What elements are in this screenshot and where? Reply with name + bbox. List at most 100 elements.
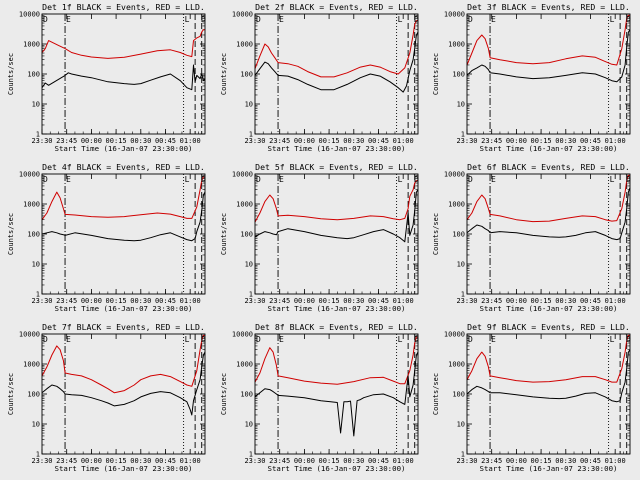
x-tick-label: 00:30 [343, 297, 364, 305]
marker-label: D [201, 15, 206, 24]
marker-label: D [43, 175, 48, 184]
x-tick-label: 00:00 [81, 137, 102, 145]
marker-label: E [491, 175, 496, 184]
chart-title: Det 6f BLACK = Events, RED = LLD. [467, 162, 630, 172]
x-tick-label: 00:00 [81, 457, 102, 465]
x-axis-label: Start Time (16-Jan-07 23:30:00) [268, 304, 406, 313]
y-tick-label: 1000 [236, 361, 253, 369]
x-tick-label: 23:30 [31, 297, 52, 305]
x-axis-label: Start Time (16-Jan-07 23:30:00) [480, 304, 618, 313]
x-tick-label: 23:45 [481, 457, 502, 465]
x-tick-label: 23:45 [269, 457, 290, 465]
plot-frame [41, 333, 206, 455]
plot-frame [466, 173, 631, 295]
y-tick-label: 10 [457, 101, 465, 109]
x-axis-label: Start Time (16-Jan-07 23:30:00) [480, 144, 618, 153]
chart-title: Det 3f BLACK = Events, RED = LLD. [467, 2, 630, 12]
marker-label: E [279, 335, 284, 344]
y-axis-label: Counts/sec [432, 53, 440, 95]
y-tick-label: 1 [36, 131, 40, 139]
marker-label: D [468, 175, 473, 184]
series-line-lld [466, 14, 630, 66]
series-line-lld [41, 29, 205, 59]
chart-panel-4: Det 4f BLACK = Events, RED = LLD. Counts/… [7, 162, 206, 313]
x-axis-label: Start Time (16-Jan-07 23:30:00) [268, 144, 406, 153]
marker-label: E [491, 15, 496, 24]
y-tick-label: 1 [249, 131, 253, 139]
chart-title: Det 4f BLACK = Events, RED = LLD. [42, 162, 205, 172]
chart-panel-3: Det 3f BLACK = Events, RED = LLD. Counts/… [432, 2, 631, 153]
x-tick-label: 00:15 [531, 297, 552, 305]
marker-label: L [398, 15, 403, 24]
marker-label: D [414, 175, 419, 184]
y-axis-label: Counts/sec [7, 53, 15, 95]
y-tick-label: 10000 [232, 331, 253, 339]
chart-panel-5: Det 5f BLACK = Events, RED = LLD. Counts/… [220, 162, 419, 313]
x-tick-label: 23:30 [244, 137, 265, 145]
x-tick-label: 00:30 [555, 137, 576, 145]
series-line-lld [41, 176, 205, 220]
x-tick-label: 00:45 [155, 137, 176, 145]
series-line-lld [466, 174, 630, 223]
chart-panel-8: Det 8f BLACK = Events, RED = LLD. Counts/… [220, 322, 419, 473]
x-tick-label: 00:45 [580, 457, 601, 465]
x-tick-label: 00:00 [294, 137, 315, 145]
x-axis-label: Start Time (16-Jan-07 23:30:00) [55, 304, 193, 313]
x-tick-label: 00:30 [130, 457, 151, 465]
y-tick-label: 100 [27, 231, 40, 239]
x-tick-label: 00:30 [555, 297, 576, 305]
x-tick-label: 23:30 [31, 457, 52, 465]
y-tick-label: 1000 [236, 201, 253, 209]
marker-label: L [610, 15, 615, 24]
y-tick-label: 10 [32, 261, 40, 269]
marker-label: D [626, 175, 631, 184]
y-tick-label: 10000 [444, 11, 465, 19]
chart-title: Det 9f BLACK = Events, RED = LLD. [467, 322, 630, 332]
x-tick-label: 00:45 [580, 297, 601, 305]
y-tick-label: 10000 [232, 171, 253, 179]
x-tick-label: 23:30 [456, 457, 477, 465]
series-line-events [41, 191, 206, 242]
x-tick-label: 00:45 [155, 457, 176, 465]
marker-label: D [43, 335, 48, 344]
marker-label: D [626, 335, 631, 344]
x-tick-label: 01:00 [393, 457, 414, 465]
chart-title: Det 5f BLACK = Events, RED = LLD. [255, 162, 418, 172]
x-axis-label: Start Time (16-Jan-07 23:30:00) [55, 144, 193, 153]
y-tick-label: 100 [27, 391, 40, 399]
y-tick-label: 1000 [23, 361, 40, 369]
series-line-events [254, 31, 419, 93]
series-line-events [41, 64, 206, 91]
chart-title: Det 2f BLACK = Events, RED = LLD. [255, 2, 418, 12]
x-tick-label: 00:15 [319, 457, 340, 465]
plot-frame [41, 173, 206, 295]
marker-label: L [185, 175, 190, 184]
x-tick-label: 00:15 [531, 457, 552, 465]
marker-label: D [414, 15, 419, 24]
chart-panel-9: Det 9f BLACK = Events, RED = LLD. Counts/… [432, 322, 631, 473]
marker-label: L [398, 335, 403, 344]
y-tick-label: 1000 [23, 201, 40, 209]
y-tick-label: 10000 [232, 11, 253, 19]
x-tick-label: 00:15 [106, 457, 127, 465]
marker-label: D [414, 335, 419, 344]
y-axis-label: Counts/sec [432, 373, 440, 415]
y-axis-label: Counts/sec [7, 373, 15, 415]
plot-frame [254, 13, 419, 135]
marker-label: E [279, 175, 284, 184]
x-tick-label: 00:30 [343, 137, 364, 145]
x-tick-label: 00:00 [294, 457, 315, 465]
y-tick-label: 10000 [444, 331, 465, 339]
y-axis-label: Counts/sec [432, 213, 440, 255]
series-line-events [254, 189, 419, 243]
series-line-events [41, 351, 206, 416]
y-tick-label: 10000 [444, 171, 465, 179]
y-tick-label: 1000 [23, 41, 40, 49]
x-tick-label: 00:15 [106, 297, 127, 305]
chart-panel-2: Det 2f BLACK = Events, RED = LLD. Counts/… [220, 2, 419, 153]
x-tick-label: 00:00 [506, 137, 527, 145]
marker-label: E [491, 335, 496, 344]
marker-label: E [66, 175, 71, 184]
marker-label: E [279, 15, 284, 24]
